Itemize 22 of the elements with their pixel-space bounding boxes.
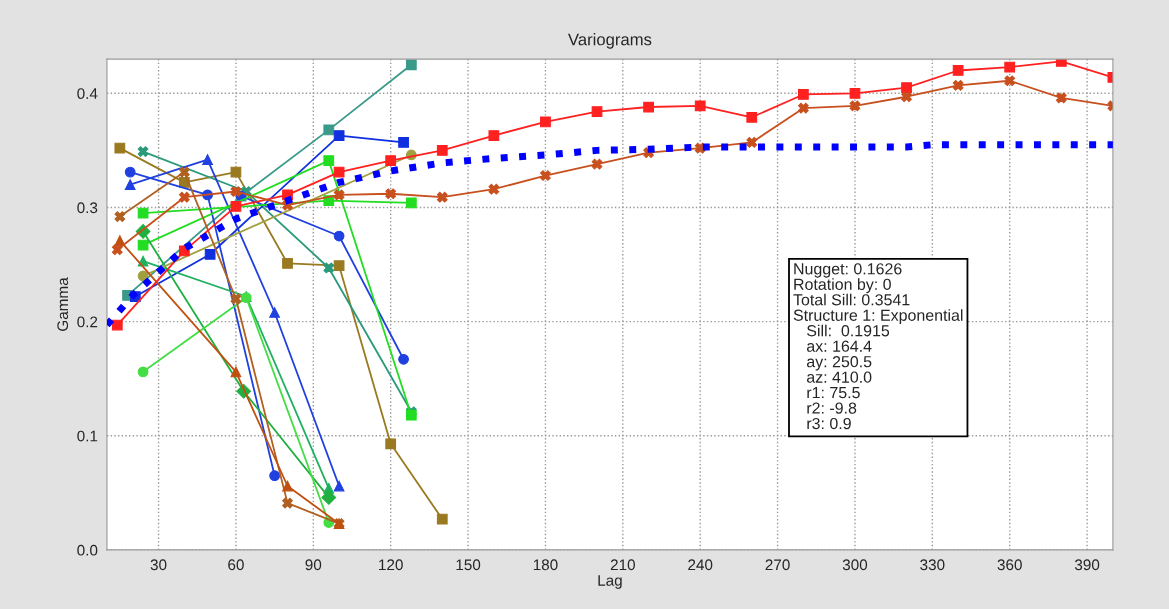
y-tick-label: 0.1 [77,430,98,442]
y-axis-title: Gamma [57,277,69,331]
x-axis-title: Lag [598,575,622,589]
x-tick-label: 240 [688,559,713,571]
y-tick-label: 0.4 [77,88,98,99]
x-tick-label: 60 [228,559,244,571]
x-tick-label: 90 [305,559,322,571]
y-tick-label: 0.3 [77,202,98,214]
x-tick-label: 30 [150,559,167,571]
x-tick-label: 390 [1074,559,1100,571]
x-tick-label: 210 [610,559,635,571]
x-tick-label: 270 [765,559,790,571]
x-tick-label: 360 [997,559,1022,571]
y-tick-label: 0.0 [77,544,98,556]
y-tick-label: 0.2 [77,316,98,328]
x-tick-label: 120 [379,559,403,571]
x-tick-label: 150 [456,559,481,571]
x-tick-label: 180 [533,559,558,571]
x-tick-label: 300 [842,559,868,571]
x-tick-label: 330 [920,559,945,571]
chart-title: Variograms [568,33,652,49]
text: Nugget: 0.1626 Rotation by: 0 Total Sill: 0.3541 Structure 1: Exponential Sill: 0.1915 ax: 164.4 ay: 250.5 az: 410.0 r1: 75.5 r2: -9.8 r3: 0.9 [793,263,963,430]
